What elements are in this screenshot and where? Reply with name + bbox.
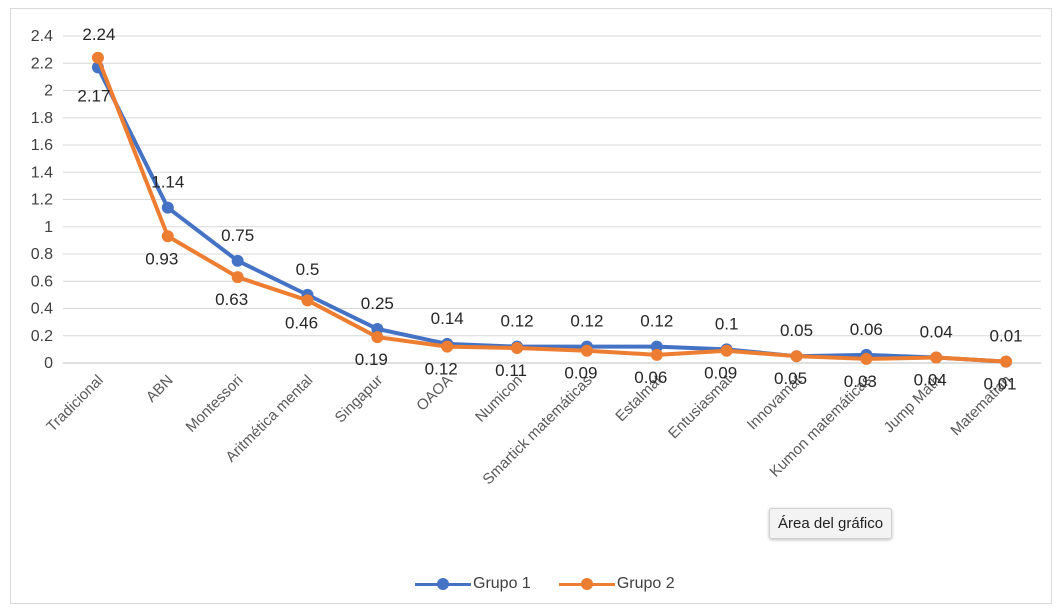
data-point-grupo-2[interactable] — [860, 352, 873, 365]
data-point-grupo-2[interactable] — [720, 344, 733, 357]
data-point-grupo-1[interactable] — [231, 254, 244, 267]
y-tick-label: 0.2 — [31, 328, 53, 345]
x-category-label: Montessori — [183, 372, 247, 436]
data-point-grupo-2[interactable] — [650, 348, 663, 361]
data-label-grupo-1: 0.06 — [850, 320, 883, 339]
data-label-grupo-2: 0.03 — [844, 372, 877, 391]
data-label-grupo-2: 0.93 — [145, 249, 178, 268]
data-label-grupo-2: 2.24 — [82, 25, 115, 44]
data-label-grupo-2: 0.06 — [634, 368, 667, 387]
data-point-grupo-2[interactable] — [161, 230, 174, 243]
data-labels: 2.17 1.14 0.75 0.5 0.25 0.14 0.12 0.12 0.12 0.1 0.… — [77, 25, 1022, 394]
data-label-grupo-2: 0.11 — [495, 361, 527, 380]
y-tick-label: 0.4 — [31, 301, 53, 318]
y-tick-label: 0 — [44, 355, 53, 372]
data-label-grupo-1: 0.5 — [296, 260, 320, 279]
data-label-grupo-1: 0.01 — [990, 327, 1023, 346]
x-category-label: Singapur — [332, 372, 386, 426]
data-label-grupo-1: 0.75 — [221, 226, 254, 245]
data-label-grupo-2: 0.05 — [774, 369, 807, 388]
y-tick-label: 2.4 — [31, 28, 53, 45]
data-label-grupo-2: 0.09 — [704, 364, 737, 383]
y-tick-label: 2 — [44, 83, 53, 100]
legend: Grupo 1 Grupo 2 — [415, 575, 675, 593]
data-label-grupo-2: 0.63 — [215, 290, 248, 309]
legend-label-grupo-1: Grupo 1 — [473, 575, 531, 592]
data-label-grupo-1: 0.04 — [920, 323, 953, 342]
data-label-grupo-1: 2.17 — [77, 86, 110, 105]
chart-area-tooltip: Área del gráfico — [769, 508, 893, 539]
y-tick-label: 1.2 — [31, 192, 53, 209]
data-label-grupo-1: 0.12 — [640, 312, 673, 331]
data-label-grupo-2: 0.09 — [564, 364, 597, 383]
data-point-grupo-2[interactable] — [580, 344, 593, 357]
y-tick-label: 0.6 — [31, 273, 53, 290]
series-line-grupo-1[interactable] — [95, 65, 1009, 364]
y-axis-ticks: 0 0.2 0.4 0.6 0.8 1 1.2 1.4 1.6 1.8 2 2.2 2.4 — [31, 28, 53, 372]
data-label-grupo-1: 1.14 — [151, 173, 184, 192]
data-label-grupo-2: 0.46 — [285, 313, 318, 332]
legend-key-grupo-1 — [415, 577, 471, 591]
series-lines — [91, 51, 1013, 368]
y-tick-label: 1.6 — [31, 137, 53, 154]
data-point-grupo-2[interactable] — [790, 350, 803, 363]
x-category-label: Tradicional — [43, 372, 107, 436]
data-point-grupo-2[interactable] — [511, 342, 524, 355]
data-point-grupo-2[interactable] — [231, 271, 244, 284]
data-label-grupo-1: 0.12 — [570, 312, 603, 331]
line-chart: 0 0.2 0.4 0.6 0.8 1 1.2 1.4 1.6 1.8 2 2.2 2.4 Tradic… — [31, 25, 1041, 488]
data-point-grupo-2[interactable] — [371, 331, 384, 344]
data-label-grupo-1: 0.1 — [715, 314, 739, 333]
x-category-label: ABN — [143, 372, 177, 406]
y-tick-label: 0.8 — [31, 246, 53, 263]
data-point-grupo-2[interactable] — [930, 351, 943, 364]
y-tick-label: 1 — [44, 219, 53, 236]
data-label-grupo-1: 0.25 — [361, 294, 394, 313]
data-label-grupo-1: 0.05 — [780, 321, 813, 340]
data-label-grupo-1: 0.14 — [431, 309, 464, 328]
data-point-grupo-2[interactable] — [301, 294, 314, 307]
legend-item-grupo-2[interactable]: Grupo 2 — [558, 575, 675, 593]
y-tick-label: 1.4 — [31, 164, 53, 181]
gridlines — [63, 35, 1041, 364]
legend-label-grupo-2: Grupo 2 — [616, 575, 675, 592]
y-tick-label: 2.2 — [31, 55, 53, 72]
data-label-grupo-2: 0.01 — [984, 375, 1017, 394]
series-line-grupo-2[interactable] — [95, 55, 1009, 364]
legend-key-grupo-2 — [558, 577, 615, 591]
data-point-grupo-1[interactable] — [161, 201, 174, 214]
data-label-grupo-2: 0.04 — [914, 371, 947, 390]
data-point-grupo-2[interactable] — [441, 340, 454, 353]
data-point-grupo-2[interactable] — [91, 51, 104, 64]
legend-item-grupo-1[interactable]: Grupo 1 — [415, 575, 531, 593]
data-label-grupo-1: 0.12 — [501, 312, 534, 331]
data-label-grupo-2: 0.12 — [425, 360, 458, 379]
data-point-grupo-2[interactable] — [1000, 355, 1013, 368]
chart-area[interactable]: 0 0.2 0.4 0.6 0.8 1 1.2 1.4 1.6 1.8 2 2.2 2.4 Tradic… — [10, 8, 1052, 604]
data-label-grupo-2: 0.19 — [355, 350, 388, 369]
y-tick-label: 1.8 — [31, 110, 53, 127]
